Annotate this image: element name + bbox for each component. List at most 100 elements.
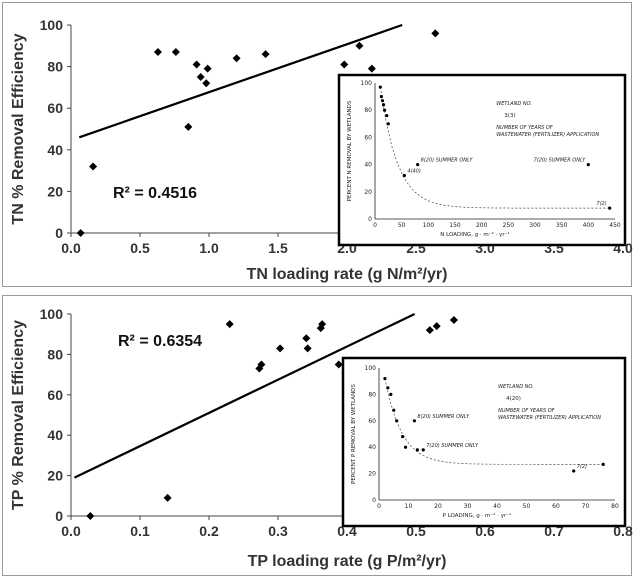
tp-data-point xyxy=(225,320,234,329)
tp-inset-legend-wetland: WETLAND NO. xyxy=(498,384,534,390)
tn-inset-data-point xyxy=(416,163,420,167)
tp-inset-x-title: P LOADING, g · m⁻² · yr⁻¹ xyxy=(443,512,512,519)
tn-trendline xyxy=(78,23,403,139)
tn-inset-y-tick-label: 40 xyxy=(364,162,372,169)
tn-inset-y-tick-label: 20 xyxy=(364,189,372,196)
tp-data-point xyxy=(257,360,266,369)
tn-inset-x-tick-label: 100 xyxy=(423,222,435,229)
tn-y-tick-label: 80 xyxy=(47,59,63,75)
tn-inset-x-tick-label: 50 xyxy=(398,222,406,229)
tn-chart-panel: 0 20 40 60 80 100 0.0 0.5 1.0 1.5 2.0 2.5 3.0 3.5 4.0 T… xyxy=(2,2,633,287)
tp-inset-legend-years: NUMBER OF YEARS OF WASTEWATER (FERTILIZER… xyxy=(498,408,601,421)
tn-inset-legend-wetland: WETLAND NO. xyxy=(496,101,532,107)
tp-inset-data-point xyxy=(386,386,390,390)
tp-y-tick-label: 40 xyxy=(47,427,63,443)
tn-y-tick-label: 0 xyxy=(55,225,63,241)
tp-inset-data-point xyxy=(572,469,576,473)
tp-data-point xyxy=(163,493,172,502)
tp-inset-y-tick-label: 60 xyxy=(368,418,376,425)
tp-y-tick-label: 20 xyxy=(47,468,63,484)
tn-inset-data-point xyxy=(386,122,390,126)
tn-inset-y-tick-label: 100 xyxy=(361,80,373,87)
tp-inset-legend-example: 4(20) xyxy=(506,396,521,402)
tn-data-point xyxy=(196,73,205,81)
tn-inset-y-tick-label: 80 xyxy=(364,107,372,114)
tp-y-tick-label: 80 xyxy=(47,346,63,362)
tp-inset-data-point xyxy=(601,462,605,466)
tn-inset-x-tick-label: 150 xyxy=(449,222,461,229)
tp-inset-y-tick-label: 0 xyxy=(372,497,376,504)
tn-data-point xyxy=(171,48,180,57)
tp-y-tick-label: 100 xyxy=(40,306,64,322)
tn-y-axis-title: TN % Removal Efficiency xyxy=(10,33,27,224)
tn-inset-curve xyxy=(379,87,610,209)
tn-inset-y-title: PERCENT N REMOVAL BY WETLANDS xyxy=(347,100,353,201)
tp-inset-frame xyxy=(341,356,627,528)
tp-r-squared-label: R² = 0.6354 xyxy=(118,333,202,350)
tp-data-point xyxy=(86,512,95,520)
tp-inset-data-point xyxy=(392,408,396,412)
tn-x-tick-label: 1.5 xyxy=(268,240,288,256)
tp-inset-x-tick-label: 0 xyxy=(377,503,381,510)
tn-inset-data-point xyxy=(378,85,382,89)
tn-x-tick-label: 0.5 xyxy=(130,240,150,256)
tp-inset-point-label: 7(2) xyxy=(577,464,587,470)
tp-inset-x-tick-label: 10 xyxy=(405,503,413,510)
tp-inset-x-tick-label: 80 xyxy=(611,503,619,510)
tn-data-point xyxy=(153,48,162,57)
tp-inset-data-point xyxy=(383,376,387,381)
tn-inset-x-tick-label: 200 xyxy=(476,222,488,229)
tp-x-axis-title: TP loading rate (g P/m²/yr) xyxy=(248,553,447,570)
tn-x-axis-title: TN loading rate (g N/m²/yr) xyxy=(247,266,448,283)
tn-inset-x-tick-label: 250 xyxy=(503,222,515,229)
tn-data-point xyxy=(431,29,440,38)
tn-y-tick-label: 100 xyxy=(40,17,64,33)
tn-inset-legend-example: 3(3) xyxy=(504,113,515,119)
tn-inset-data-point xyxy=(379,95,383,99)
tn-inset-x-title: N LOADING, g · m⁻² · yr⁻¹ xyxy=(440,231,510,238)
tp-inset-x-tick-label: 50 xyxy=(523,503,531,510)
tn-inset-x-tick-label: 350 xyxy=(556,222,568,229)
tp-data-point xyxy=(432,322,441,331)
tp-x-tick-label: 0.3 xyxy=(268,523,288,539)
tn-inset-x-tick-label: 400 xyxy=(583,222,595,229)
tn-inset-data-point xyxy=(381,103,386,107)
tp-data-point xyxy=(276,344,285,353)
tn-inset-data-point xyxy=(380,99,385,103)
tp-x-tick-label: 0.1 xyxy=(130,523,150,539)
tp-x-tick-label: 0.0 xyxy=(61,523,81,539)
tp-inset-y-tick-label: 20 xyxy=(368,471,376,478)
tn-data-point xyxy=(261,50,270,59)
tp-inset-y-title: PERCENT P REMOVAL BY WETLANDS xyxy=(351,384,357,484)
tp-inset-y-tick-label: 80 xyxy=(368,391,376,398)
tp-inset-data-point xyxy=(421,448,425,452)
tp-inset-x-tick-label: 70 xyxy=(582,503,590,510)
tn-y-tick-label: 40 xyxy=(47,142,63,158)
tp-trendline xyxy=(73,313,416,479)
tp-y-axis-title: TP % Removal Efficiency xyxy=(10,320,27,510)
tn-inset-data-point xyxy=(402,173,406,178)
tp-chart-panel: 0 20 40 60 80 100 0.0 0.1 0.2 0.3 0.4 0.5 0.6 0.7 0.8 T… xyxy=(2,295,633,576)
tn-inset-data-point xyxy=(586,163,590,167)
tp-inset-data-point xyxy=(389,392,393,396)
tn-inset-point-label: 7(2) xyxy=(596,201,606,207)
tp-inset-data-point xyxy=(415,448,419,452)
tp-inset-curve xyxy=(384,378,604,465)
tn-inset-x-tick-label: 450 xyxy=(609,222,621,229)
tn-inset-frame xyxy=(337,73,627,247)
tp-inset-data-point xyxy=(403,445,408,449)
tn-y-tick-label: 20 xyxy=(47,183,63,199)
tn-data-point xyxy=(340,60,349,69)
tn-data-point xyxy=(202,79,211,88)
tn-inset-data-point xyxy=(383,108,387,112)
tn-data-point xyxy=(232,54,241,63)
tn-inset-y-tick-label: 60 xyxy=(364,134,372,141)
tp-data-point xyxy=(303,344,312,353)
tp-y-tick-label: 0 xyxy=(55,508,63,524)
tp-data-point xyxy=(425,326,434,335)
tp-data-point xyxy=(334,360,343,369)
tp-inset-x-tick-label: 20 xyxy=(434,503,442,510)
tn-r-squared-label: R² = 0.4516 xyxy=(113,185,197,202)
